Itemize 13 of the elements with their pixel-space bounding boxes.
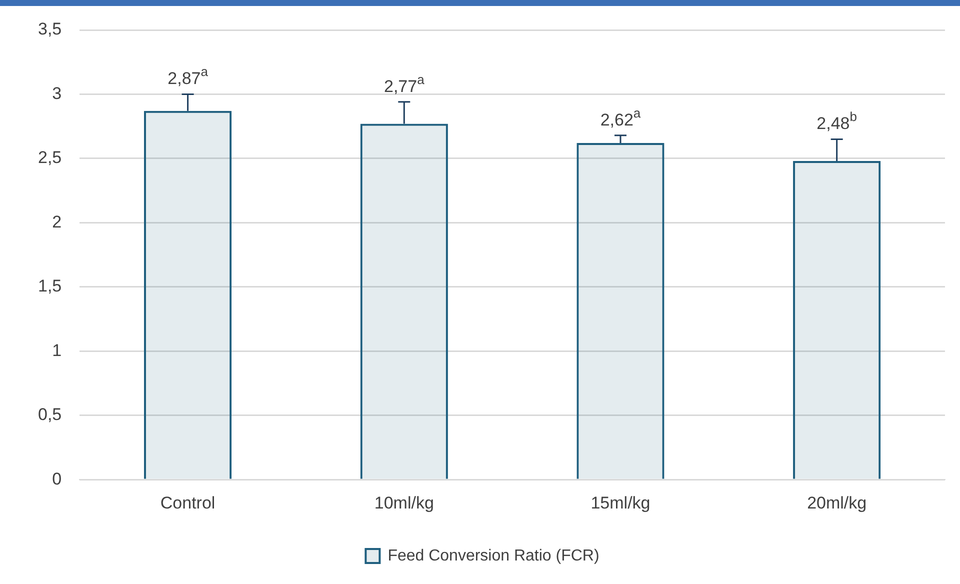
x-tick-label: 15ml/kg — [590, 493, 650, 512]
x-tick-label: 20ml/kg — [807, 493, 867, 512]
y-tick-label: 2 — [52, 212, 62, 232]
x-tick-label: Control — [160, 493, 216, 512]
y-tick-label: 3,5 — [38, 20, 62, 39]
y-tick-label: 0 — [52, 469, 62, 488]
legend-label: Feed Conversion Ratio (FCR) — [388, 547, 600, 564]
y-tick-label: 1,5 — [38, 276, 62, 296]
y-tick-label: 3 — [52, 84, 62, 103]
y-tick-label: 2,5 — [38, 148, 62, 168]
y-tick-label: 1 — [52, 340, 62, 360]
x-tick-label: 10ml/kg — [374, 493, 434, 512]
y-tick-label: 0,5 — [38, 405, 62, 424]
